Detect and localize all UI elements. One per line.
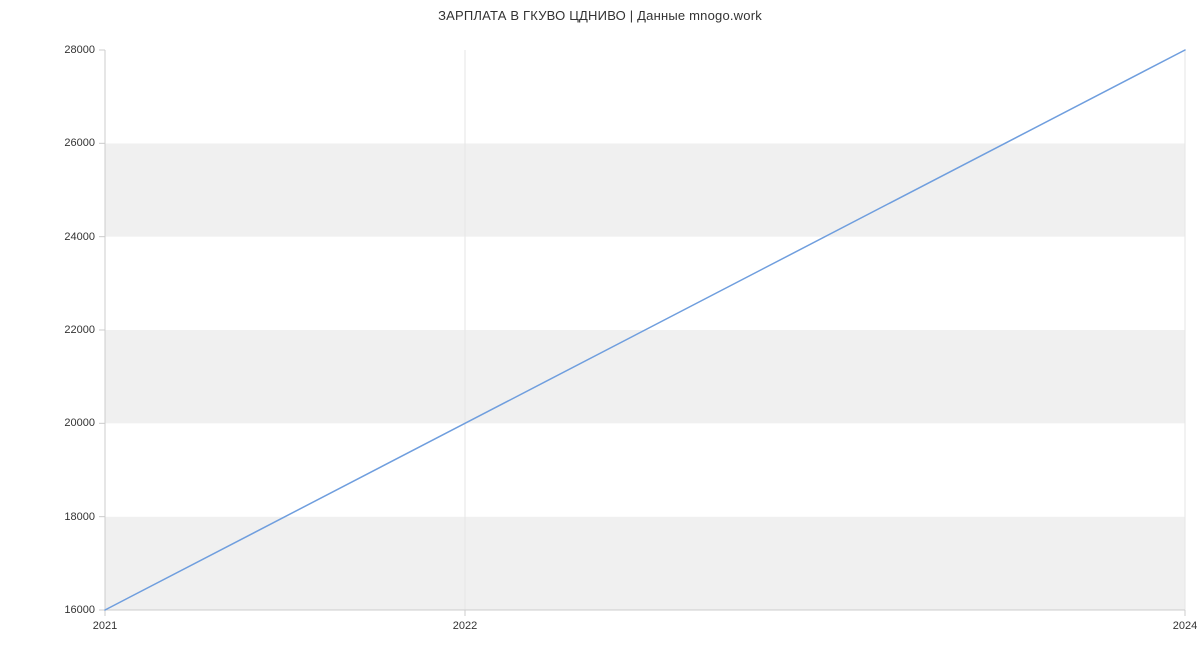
y-tick-label: 22000 bbox=[0, 324, 95, 336]
y-tick-label: 28000 bbox=[0, 44, 95, 56]
y-tick-label: 26000 bbox=[0, 137, 95, 149]
y-tick-label: 20000 bbox=[0, 417, 95, 429]
x-tick-label: 2022 bbox=[453, 620, 477, 632]
y-tick-label: 16000 bbox=[0, 604, 95, 616]
y-tick-label: 18000 bbox=[0, 511, 95, 523]
y-tick-label: 24000 bbox=[0, 231, 95, 243]
x-tick-label: 2021 bbox=[93, 620, 117, 632]
chart-container: ЗАРПЛАТА В ГКУВО ЦДНИВО | Данные mnogo.w… bbox=[0, 0, 1200, 650]
chart-plot bbox=[0, 0, 1200, 650]
x-tick-label: 2024 bbox=[1173, 620, 1197, 632]
